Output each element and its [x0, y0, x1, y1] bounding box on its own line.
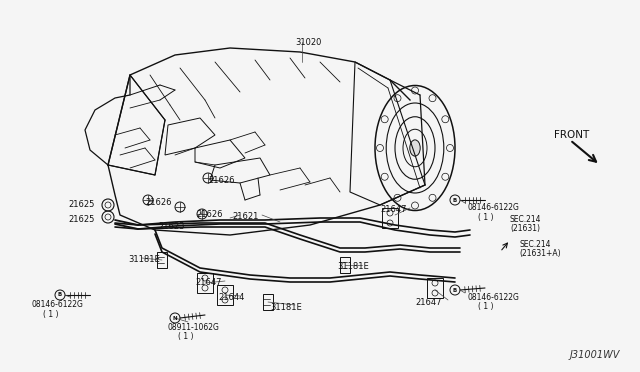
Text: 08146-6122G: 08146-6122G: [467, 293, 519, 302]
Ellipse shape: [410, 140, 420, 156]
Text: 21623: 21623: [158, 222, 184, 231]
Text: 21647: 21647: [380, 205, 406, 214]
Text: FRONT: FRONT: [554, 130, 589, 140]
Text: J31001WV: J31001WV: [570, 350, 620, 360]
Text: 21626: 21626: [196, 210, 223, 219]
Text: 21647: 21647: [415, 298, 442, 307]
Text: 08911-1062G: 08911-1062G: [168, 323, 220, 332]
Text: B: B: [453, 198, 457, 202]
Text: ( 1 ): ( 1 ): [43, 310, 58, 319]
Text: ( 1 ): ( 1 ): [178, 332, 193, 341]
Text: 21625: 21625: [68, 200, 94, 209]
Text: B: B: [453, 288, 457, 292]
Text: (21631): (21631): [510, 224, 540, 233]
Text: 21644: 21644: [218, 293, 244, 302]
Text: SEC.214: SEC.214: [519, 240, 550, 249]
Text: 31020: 31020: [295, 38, 321, 47]
Text: B: B: [58, 292, 62, 298]
Text: ( 1 ): ( 1 ): [478, 302, 493, 311]
Text: ( 1 ): ( 1 ): [478, 213, 493, 222]
Text: N: N: [173, 315, 177, 321]
Text: 08146-6122G: 08146-6122G: [467, 203, 519, 212]
Text: 21625: 21625: [68, 215, 94, 224]
Text: 21626: 21626: [208, 176, 234, 185]
Text: 31181E: 31181E: [270, 303, 301, 312]
Text: 21621: 21621: [232, 212, 259, 221]
Text: 31181E: 31181E: [128, 255, 160, 264]
Text: 08146-6122G: 08146-6122G: [32, 300, 84, 309]
Text: (21631+A): (21631+A): [519, 249, 561, 258]
Text: 31181E: 31181E: [337, 262, 369, 271]
Text: 21626: 21626: [145, 198, 172, 207]
Text: 21647: 21647: [195, 278, 221, 287]
Text: SEC.214: SEC.214: [510, 215, 541, 224]
